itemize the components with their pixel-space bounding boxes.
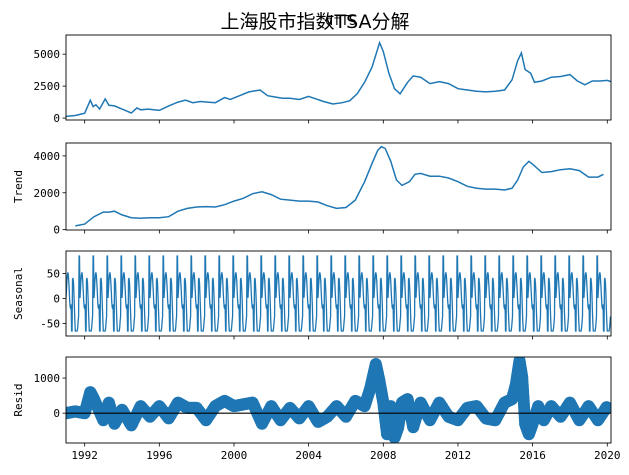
x-tick-label: 2008 xyxy=(370,449,397,462)
x-tick-label: 2012 xyxy=(445,449,472,462)
y-tick-label: 5000 xyxy=(34,48,61,61)
resid-frame xyxy=(65,356,612,444)
trend-ylabel: Trend xyxy=(12,170,25,203)
y-tick-label: 0 xyxy=(53,407,60,420)
y-tick-label: 2500 xyxy=(34,80,61,93)
seasonal-panel: -50 0 50 Seasonal xyxy=(12,250,612,340)
figure-title-overlay: dfTS xyxy=(325,14,356,29)
observed-series-line xyxy=(66,40,611,118)
trend-panel: 0 2000 4000 Trend xyxy=(12,142,612,237)
trend-series-line xyxy=(75,145,604,227)
resid-ylabel: Resid xyxy=(12,383,25,416)
y-tick-label: 2000 xyxy=(34,187,61,200)
y-tick-label: 0 xyxy=(53,224,60,237)
trend-frame xyxy=(65,142,612,231)
figure-title: 上海股市指数TSA分解 xyxy=(220,11,409,33)
seasonal-ylabel: Seasonal xyxy=(12,267,25,320)
y-tick-label: 0 xyxy=(53,293,60,306)
trend-plot-area xyxy=(75,145,604,227)
seasonal-series-line xyxy=(66,255,611,332)
observed-panel: 0 2500 5000 xyxy=(34,34,612,125)
y-tick-label: 0 xyxy=(53,112,60,125)
seasonal-frame xyxy=(65,250,612,337)
resid-panel: 0 1000 1992 1996 2000 2004 2008 2012 2016 2020 Res… xyxy=(12,356,621,462)
seasonal-plot-area xyxy=(66,255,611,332)
y-tick-label: 4000 xyxy=(34,150,61,163)
x-tick-label: 2016 xyxy=(519,449,546,462)
x-tick-label: 1992 xyxy=(71,449,98,462)
resid-plot-area xyxy=(66,357,611,443)
y-tick-label: 1000 xyxy=(34,372,61,385)
x-tick-label: 2004 xyxy=(295,449,322,462)
x-tick-label: 2000 xyxy=(221,449,248,462)
observed-frame xyxy=(65,34,612,121)
y-tick-label: -50 xyxy=(40,318,60,331)
observed-plot-area xyxy=(66,40,611,118)
y-tick-label: 50 xyxy=(47,268,60,281)
x-tick-label: 1996 xyxy=(146,449,173,462)
resid-point xyxy=(600,401,611,414)
x-tick-label: 2020 xyxy=(594,449,621,462)
